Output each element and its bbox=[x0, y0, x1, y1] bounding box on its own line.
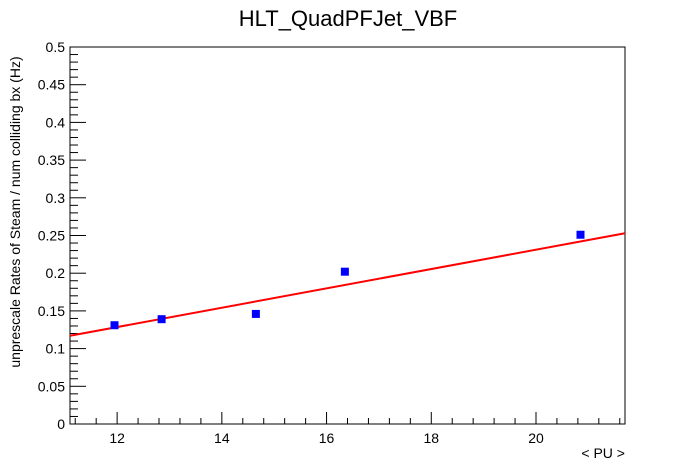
y-tick-label: 0.5 bbox=[46, 39, 66, 55]
data-point bbox=[110, 321, 119, 330]
y-tick-label: 0 bbox=[57, 416, 65, 432]
data-point bbox=[251, 309, 260, 318]
y-tick-label: 0.4 bbox=[46, 114, 66, 130]
x-tick-label: 20 bbox=[528, 430, 544, 446]
chart-title: HLT_QuadPFJet_VBF bbox=[239, 6, 457, 31]
y-tick-label: 0.35 bbox=[38, 152, 65, 168]
x-tick-label: 12 bbox=[109, 430, 125, 446]
y-tick-label: 0.25 bbox=[38, 228, 65, 244]
x-tick-label: 18 bbox=[423, 430, 439, 446]
points-layer bbox=[110, 230, 585, 330]
x-tick-label: 14 bbox=[214, 430, 230, 446]
axes: 0 0.05 0.1 0.15 0.2 0.25 0.3 0.35 0.4 0.45 0.5 12 14… bbox=[38, 39, 626, 446]
x-axis-title: < PU > bbox=[581, 445, 625, 461]
y-tick-label: 0.45 bbox=[38, 77, 65, 93]
data-point bbox=[340, 267, 349, 276]
data-point bbox=[576, 230, 585, 239]
y-axis-title: unprescale Rates of Steam / num collidin… bbox=[7, 56, 23, 367]
data-point bbox=[157, 315, 166, 324]
y-tick-label: 0.3 bbox=[46, 190, 66, 206]
y-tick-label: 0.2 bbox=[46, 265, 66, 281]
y-tick-label: 0.05 bbox=[38, 378, 65, 394]
y-tick-label: 0.1 bbox=[46, 341, 66, 357]
x-tick-label: 16 bbox=[319, 430, 335, 446]
y-tick-label: 0.15 bbox=[38, 303, 65, 319]
